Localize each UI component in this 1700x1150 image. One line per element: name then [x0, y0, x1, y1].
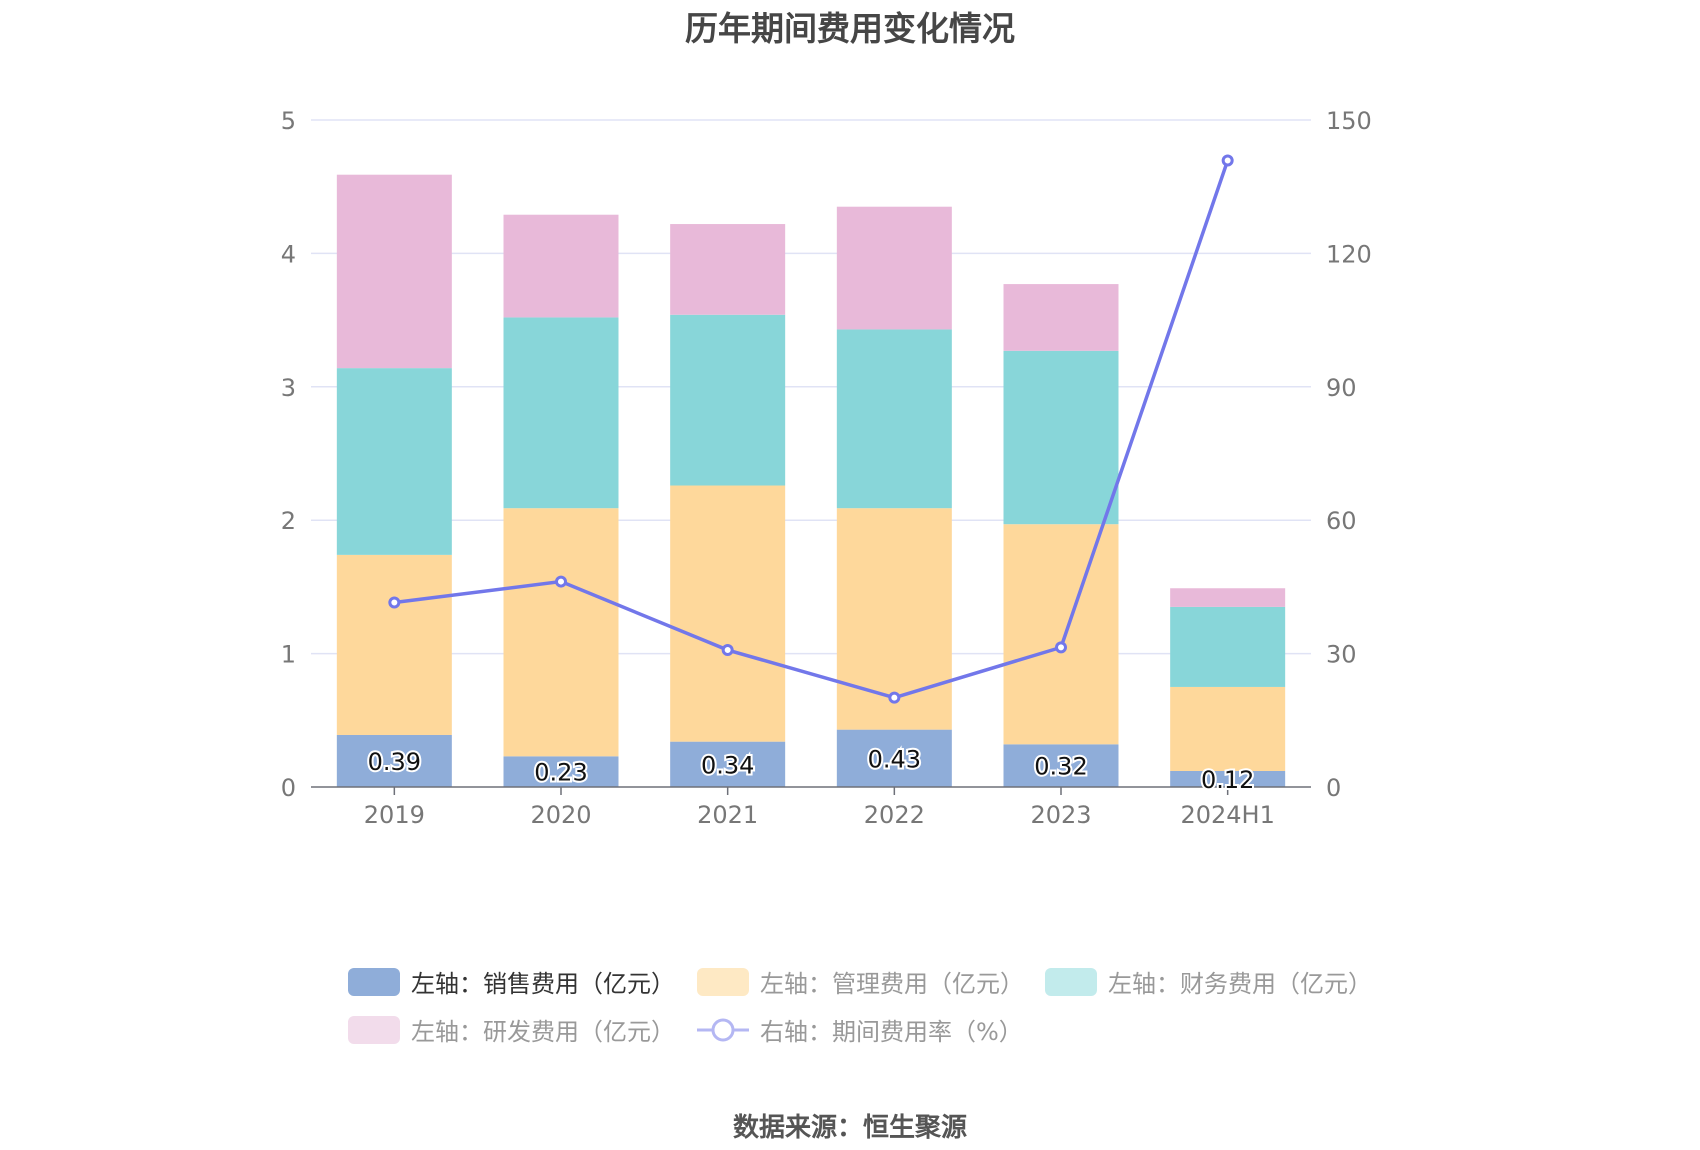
bar-segment — [1170, 686, 1286, 771]
legend-label-rnd: 左轴：研发费用（亿元） — [411, 1018, 675, 1046]
x-tick-label: 2023 — [1030, 801, 1091, 829]
legend-item-admin[interactable]: 左轴：管理费用（亿元） — [697, 964, 1024, 999]
bar-segment — [1003, 284, 1119, 351]
x-tick-label: 2019 — [364, 801, 425, 829]
bar-segment — [336, 734, 452, 787]
y-left-tick-label: 3 — [281, 374, 296, 402]
x-tick-label: 2022 — [864, 801, 925, 829]
legend-label-sales: 左轴：销售费用（亿元） — [411, 970, 675, 998]
legend-item-expense-rate[interactable]: 右轴：期间费用率（%） — [697, 1012, 1023, 1047]
legend-item-finance[interactable]: 左轴：财务费用（亿元） — [1045, 964, 1372, 999]
bar-segment — [670, 485, 786, 742]
bar-segment — [503, 317, 619, 509]
bar-segment — [503, 214, 619, 318]
bar-data-label: 0.12 — [1201, 766, 1254, 794]
grid-lines — [311, 119, 1311, 655]
y-left-tick-label: 2 — [281, 507, 296, 535]
rate-line-path — [394, 159, 1230, 700]
data-source: 数据来源：恒生聚源 — [732, 1113, 967, 1143]
bar-data-label: 0.34 — [701, 751, 754, 779]
y-left-tick-label: 1 — [281, 641, 296, 669]
legend-item-rnd[interactable]: 左轴：研发费用（亿元） — [348, 1012, 675, 1047]
y-right-tick-label: 0 — [1326, 774, 1341, 802]
bar-data-label: 0.39 — [368, 748, 421, 776]
bar-data-label: 0.23 — [534, 759, 587, 787]
x-tick-label: 2020 — [530, 801, 591, 829]
y-left-tick-label: 5 — [281, 107, 296, 135]
bar-data-label: 0.32 — [1034, 753, 1087, 781]
bar-segment — [670, 741, 786, 787]
rate-point — [388, 596, 401, 609]
rate-point — [888, 691, 901, 704]
legend-label-expense-rate: 右轴：期间费用率（%） — [760, 1018, 1023, 1046]
bar-segment — [1170, 588, 1286, 607]
bar-segment — [670, 314, 786, 486]
bar-segment — [503, 508, 619, 757]
chart-title: 历年期间费用变化情况 — [685, 9, 1015, 48]
bar-segment — [336, 368, 452, 555]
x-tick-label: 2024H1 — [1180, 801, 1274, 829]
bar-segment — [836, 729, 952, 787]
bar-segment — [1003, 350, 1119, 525]
rate-point — [555, 575, 567, 588]
bar-segment — [336, 174, 452, 369]
legend-swatch-sales — [348, 967, 400, 996]
bar-segment — [670, 224, 786, 315]
y-right-tick-label: 60 — [1326, 507, 1357, 535]
y-right-tick-label: 30 — [1326, 641, 1357, 669]
y-left-tick-label: 4 — [281, 240, 296, 268]
legend-swatch-finance — [1045, 967, 1097, 996]
y-right-tick-label: 90 — [1326, 374, 1357, 402]
rate-point — [1055, 641, 1067, 654]
bar-segment — [503, 756, 619, 787]
legend-swatch-rnd — [348, 1015, 400, 1044]
bar-segment — [336, 554, 452, 735]
data-labels: 0.39 0.23 0.34 0.43 0.32 0.12 — [366, 743, 1257, 796]
legend-item-sales[interactable]: 左轴：销售费用（亿元） — [348, 964, 675, 999]
bar-segment — [1170, 770, 1286, 787]
bar-segment — [1003, 524, 1119, 745]
y-left-tick-label: 0 — [281, 774, 296, 802]
bar-segment — [1003, 744, 1119, 787]
bar-segment — [836, 206, 952, 330]
axes: 0 1 2 3 4 5 0 30 60 90 120 150 2019 2020 2021 2022 2023 2… — [281, 107, 1372, 829]
legend-line-marker-icon — [697, 1018, 749, 1041]
y-right-tick-label: 150 — [1326, 107, 1372, 135]
bar-data-label: 0.43 — [868, 745, 921, 773]
y-right-tick-label: 120 — [1326, 240, 1372, 268]
legend-label-admin: 左轴：管理费用（亿元） — [760, 970, 1024, 998]
legend-swatch-admin — [697, 967, 749, 996]
rate-point — [1221, 154, 1234, 167]
rate-point — [721, 644, 734, 657]
bar-segment — [836, 329, 952, 509]
x-tick-label: 2021 — [697, 801, 758, 829]
bar-segment — [1170, 606, 1286, 687]
rate-line — [388, 154, 1234, 704]
legend-label-finance: 左轴：财务费用（亿元） — [1108, 970, 1372, 998]
bars — [336, 174, 1286, 787]
